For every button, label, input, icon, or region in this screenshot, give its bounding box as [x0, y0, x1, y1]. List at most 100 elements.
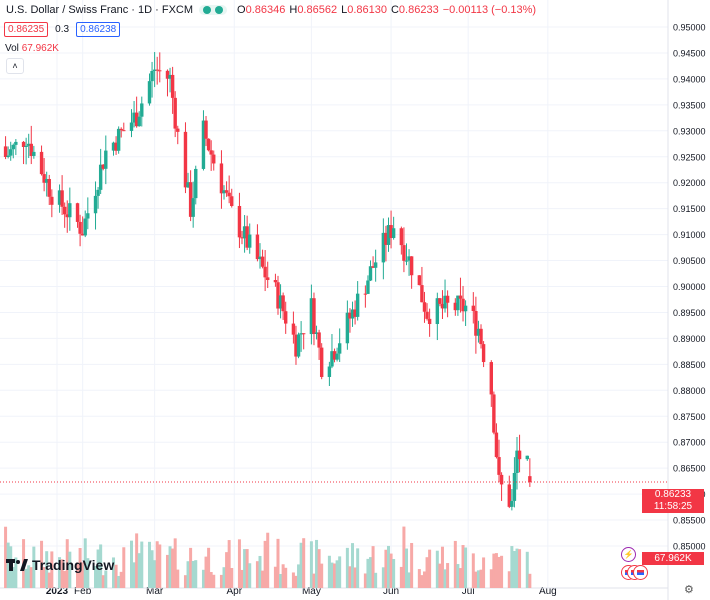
candle-body	[39, 151, 44, 175]
volume-bar	[425, 557, 429, 588]
candle-body	[319, 347, 324, 377]
volume-bar	[168, 546, 172, 588]
candle-body	[335, 353, 339, 360]
volume-label: Vol	[5, 43, 19, 54]
volume-bar	[45, 551, 49, 588]
volume-bar	[94, 565, 98, 588]
volume-bar	[333, 563, 337, 588]
volume-bar	[4, 526, 8, 588]
candle-body	[75, 203, 80, 222]
volume-bar	[194, 560, 198, 588]
candle-body	[337, 343, 342, 354]
symbol-title[interactable]: U.S. Dollar / Swiss Franc · 1D · FXCM	[6, 4, 194, 16]
buy-button[interactable]: 0.86238	[76, 22, 121, 37]
time-tick-label: May	[302, 586, 321, 597]
candle-body	[404, 260, 409, 262]
tradingview-logo[interactable]: TradingView	[6, 557, 114, 573]
candle-body	[29, 143, 33, 156]
sell-button[interactable]: 0.86235	[4, 22, 49, 37]
candle-body	[373, 262, 378, 268]
candle-body	[296, 334, 301, 357]
price-tick-label: 0.89000	[673, 334, 706, 344]
candle-body	[24, 145, 28, 147]
volume-bar	[387, 545, 390, 588]
volume-bar	[60, 559, 64, 588]
candle-body	[299, 333, 303, 335]
volume-legend[interactable]: Vol 67.962K	[5, 43, 59, 54]
volume-bar	[81, 562, 85, 588]
candle-body	[476, 328, 481, 336]
candle-body	[456, 295, 460, 311]
candle-body	[129, 122, 134, 131]
candle-body	[80, 233, 85, 236]
candle-body	[384, 232, 388, 245]
candle-body	[78, 221, 82, 234]
volume-bar	[165, 554, 169, 588]
time-tick-label: Aug	[539, 586, 557, 597]
collapse-legend-button[interactable]: ˄	[6, 58, 24, 74]
volume-bar	[14, 557, 18, 588]
volume-bar	[440, 546, 444, 588]
candle-body	[42, 174, 46, 183]
volume-bar	[420, 575, 424, 588]
price-tick-label: 0.93000	[673, 126, 706, 136]
candle-body	[507, 484, 511, 507]
candle-body	[461, 298, 465, 312]
volume-bar	[474, 571, 478, 588]
candle-body	[230, 196, 234, 206]
volume-bar	[507, 571, 511, 588]
volume-bar	[155, 541, 159, 588]
candle-body	[60, 190, 64, 207]
volume-bar	[86, 558, 90, 588]
candle-body	[260, 256, 265, 267]
volume-bar	[117, 575, 121, 588]
candle-body	[183, 131, 188, 188]
low-value: 0.86130	[347, 4, 387, 16]
candle-body	[14, 141, 18, 145]
candle-body	[111, 142, 116, 151]
open-label: O	[237, 4, 246, 16]
volume-bar	[417, 569, 421, 588]
time-tick-label: Jul	[462, 586, 475, 597]
market-status-pill[interactable]	[199, 5, 228, 15]
candle-body	[438, 298, 442, 304]
volume-bar	[356, 548, 360, 588]
time-tick-label: Feb	[74, 586, 92, 597]
volume-bar	[186, 561, 190, 588]
candle-body	[201, 120, 206, 169]
time-tick-label: Mar	[146, 586, 164, 597]
volume-bar	[453, 540, 457, 588]
volume-bar	[366, 558, 370, 588]
candle-body	[517, 450, 522, 460]
candle-body	[492, 394, 496, 433]
candle-body	[27, 143, 31, 146]
volume-bar	[191, 560, 195, 588]
lightning-icon[interactable]: ⚡	[621, 547, 636, 562]
flag-event-icon-3[interactable]	[633, 565, 648, 580]
candle-body	[481, 344, 486, 363]
volume-bar	[273, 566, 277, 588]
volume-bar	[173, 538, 177, 588]
close-value: 0.86233	[398, 4, 439, 16]
candle-body	[188, 182, 193, 217]
candle-body	[389, 225, 393, 238]
volume-bar	[515, 548, 519, 588]
volume-bar	[374, 572, 378, 588]
candle-body	[497, 457, 501, 475]
price-tick-label: 0.85500	[673, 516, 706, 526]
candle-body	[386, 225, 391, 245]
candle-body	[471, 305, 476, 312]
candle-body	[11, 144, 15, 150]
current-price-value: 0.86233	[654, 489, 692, 500]
gear-icon[interactable]: ⚙	[684, 584, 694, 596]
candle-body	[150, 70, 154, 82]
candle-body	[499, 474, 504, 485]
volume-bar	[528, 573, 532, 588]
candle-body	[158, 70, 162, 72]
candle-body	[119, 128, 123, 131]
volume-bar	[153, 560, 157, 588]
spread-value: 0.3	[55, 24, 70, 35]
volume-bar	[150, 550, 154, 588]
